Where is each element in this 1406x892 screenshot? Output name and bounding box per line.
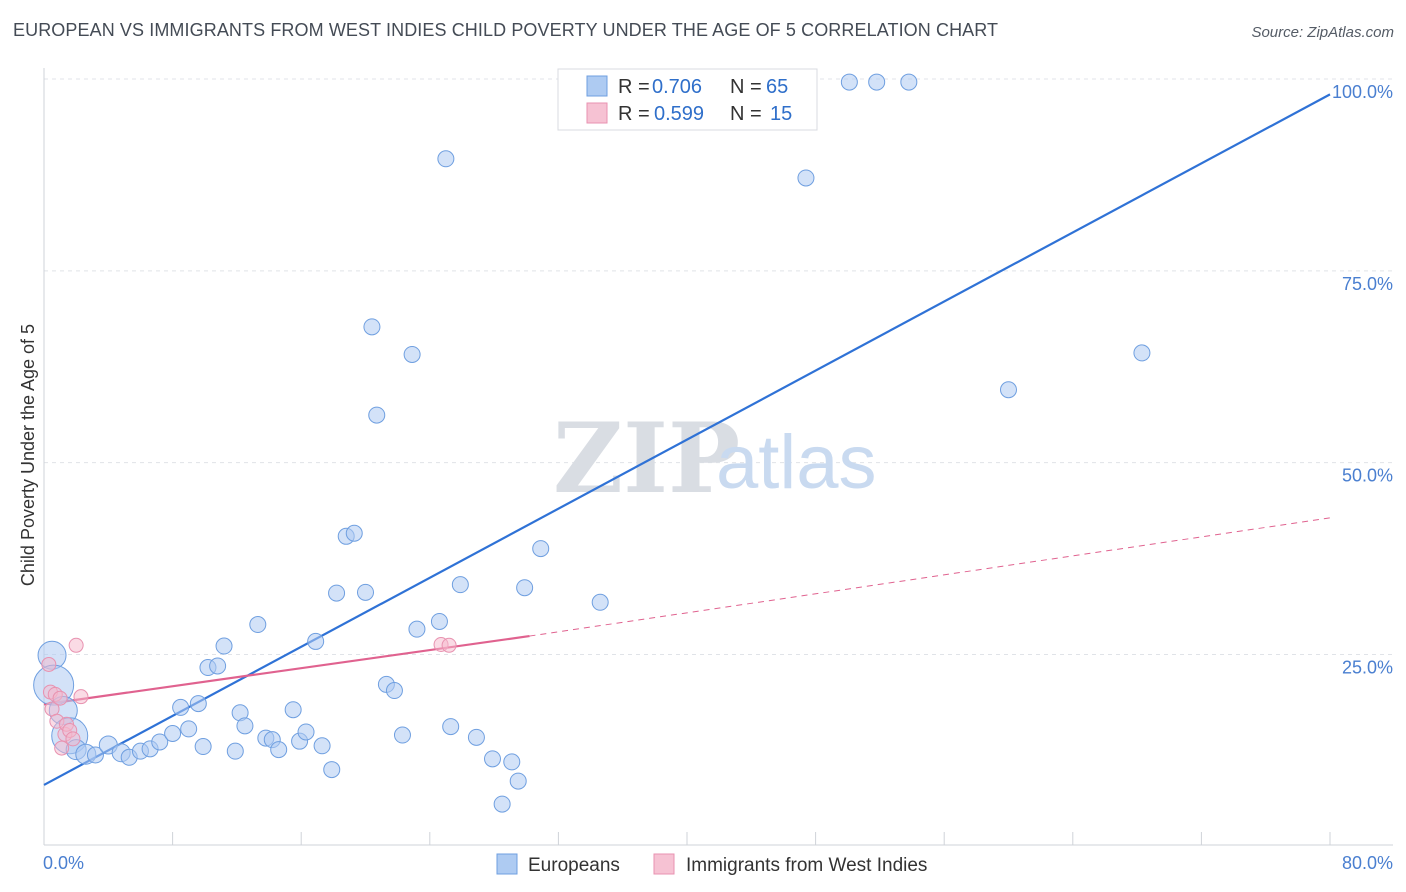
point-west-indies <box>41 656 57 672</box>
watermark: ZIP atlas <box>553 402 877 515</box>
point-europeans <box>516 579 534 597</box>
point-europeans <box>493 795 511 813</box>
point-europeans <box>270 741 288 759</box>
point-europeans <box>503 753 521 771</box>
point-west-indies <box>68 637 84 653</box>
source-label: Source: ZipAtlas.com <box>1251 24 1394 41</box>
point-europeans <box>363 318 381 336</box>
point-europeans <box>215 637 233 655</box>
bottom-legend-swatch-europeans <box>496 853 518 875</box>
watermark-zip: ZIP <box>553 402 740 515</box>
point-europeans <box>1133 344 1151 362</box>
legend-n-label-west-indies: N = <box>730 103 762 125</box>
bottom-legend-label-europeans: Europeans <box>528 855 620 876</box>
point-europeans <box>403 345 421 363</box>
point-europeans <box>172 698 190 716</box>
series-legend: Europeans Immigrants from West Indies <box>496 853 927 876</box>
point-west-indies <box>65 731 81 747</box>
bottom-legend-label-west-indies: Immigrants from West Indies <box>686 855 927 876</box>
y-tick-label-50: 50.0% <box>1342 466 1393 486</box>
legend-n-label-europeans: N = <box>730 76 762 98</box>
point-europeans <box>868 73 886 91</box>
legend-swatch-europeans <box>586 75 608 97</box>
point-europeans <box>591 593 609 611</box>
series-europeans-points <box>33 73 1151 813</box>
point-europeans <box>86 746 104 764</box>
point-west-indies <box>52 690 68 706</box>
point-europeans <box>164 725 182 743</box>
point-europeans <box>328 584 346 602</box>
point-europeans <box>284 701 302 719</box>
point-europeans <box>437 150 455 168</box>
point-europeans <box>509 772 527 790</box>
point-west-indies <box>73 689 89 705</box>
point-europeans <box>194 738 212 756</box>
point-europeans <box>307 632 325 650</box>
point-europeans <box>313 737 331 755</box>
point-europeans <box>797 169 815 187</box>
point-europeans <box>483 750 501 768</box>
point-europeans <box>368 406 386 424</box>
point-europeans <box>180 720 198 738</box>
grid-lines <box>44 78 1393 655</box>
trend-line-europeans <box>43 93 1331 786</box>
point-europeans <box>442 718 460 736</box>
y-tick-label-75: 75.0% <box>1342 274 1393 294</box>
legend-r-label-west-indies: R = <box>618 103 650 125</box>
point-europeans <box>357 583 374 601</box>
point-europeans <box>189 695 207 713</box>
y-tick-label-25: 25.0% <box>1342 657 1393 677</box>
chart-title: EUROPEAN VS IMMIGRANTS FROM WEST INDIES … <box>13 20 999 40</box>
series-west-indies-points <box>41 637 457 756</box>
point-europeans <box>900 73 918 91</box>
point-west-indies <box>441 637 457 653</box>
point-europeans <box>393 726 411 744</box>
legend-r-value-europeans: 0.706 <box>652 76 702 98</box>
point-europeans <box>226 742 244 760</box>
point-europeans <box>467 728 485 746</box>
trend-lines <box>43 93 1331 786</box>
y-tick-labels: 25.0% 50.0% 75.0% 100.0% <box>1332 82 1393 677</box>
y-axis-title: Child Poverty Under the Age of 5 <box>18 324 38 586</box>
point-europeans <box>323 761 341 779</box>
point-europeans <box>209 657 227 675</box>
x-tick-label-max: 80.0% <box>1342 853 1393 873</box>
point-west-indies <box>54 740 70 756</box>
trend-line-west-indies-extrapolated <box>529 517 1331 637</box>
point-europeans <box>408 620 426 638</box>
y-tick-label-100: 100.0% <box>1332 82 1393 102</box>
point-europeans <box>451 576 469 594</box>
legend-r-label-europeans: R = <box>618 76 650 98</box>
legend-n-value-west-indies: 15 <box>770 103 792 125</box>
point-europeans <box>1000 381 1017 399</box>
point-europeans <box>840 73 858 91</box>
point-europeans <box>532 540 550 558</box>
point-europeans <box>151 733 169 751</box>
legend-n-value-europeans: 65 <box>766 76 788 98</box>
point-europeans <box>385 682 403 700</box>
point-europeans <box>236 717 254 735</box>
stats-legend: R = 0.706 N = 65 R = 0.599 N = 15 <box>557 68 818 131</box>
watermark-atlas: atlas <box>716 420 877 505</box>
bottom-legend-swatch-west-indies <box>653 853 675 875</box>
point-europeans <box>297 723 315 741</box>
point-europeans <box>430 612 448 630</box>
point-europeans <box>249 616 267 634</box>
x-tick-label-min: 0.0% <box>43 853 84 873</box>
trend-line-west-indies <box>43 634 530 706</box>
legend-swatch-west-indies <box>586 102 608 124</box>
legend-r-value-west-indies: 0.599 <box>654 103 704 125</box>
point-europeans <box>345 524 363 542</box>
axes <box>43 68 1393 846</box>
